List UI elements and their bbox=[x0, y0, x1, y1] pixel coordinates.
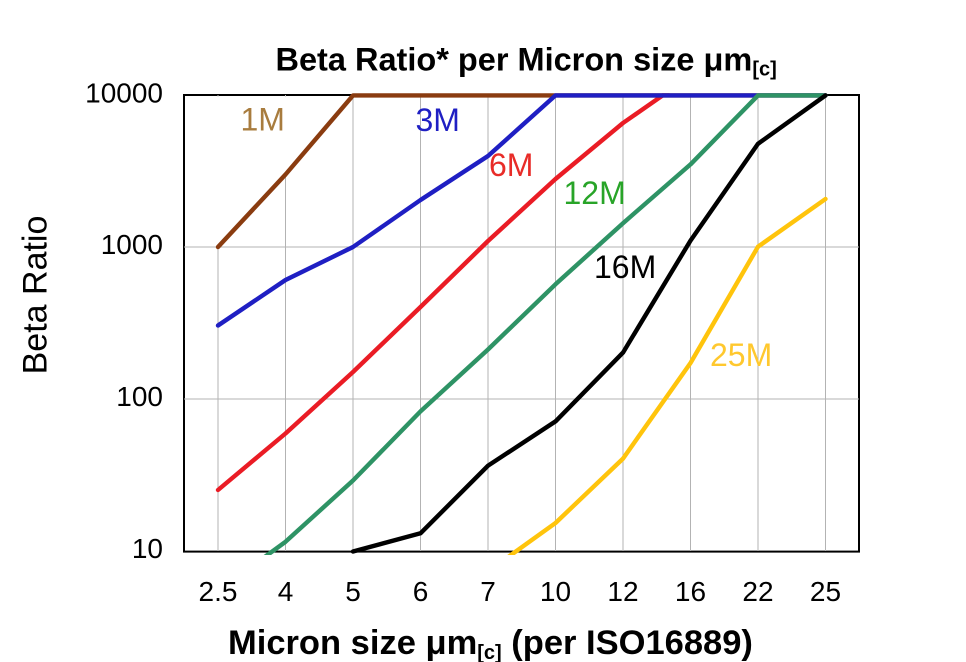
svg-text:6: 6 bbox=[413, 576, 429, 607]
svg-text:3M: 3M bbox=[416, 102, 460, 138]
svg-text:4: 4 bbox=[278, 576, 294, 607]
svg-text:100: 100 bbox=[116, 381, 163, 412]
svg-text:25M: 25M bbox=[710, 337, 772, 373]
svg-text:10000: 10000 bbox=[85, 77, 163, 108]
svg-text:5: 5 bbox=[345, 576, 361, 607]
svg-text:12: 12 bbox=[607, 576, 638, 607]
svg-text:16: 16 bbox=[675, 576, 706, 607]
svg-text:1000: 1000 bbox=[101, 229, 163, 260]
svg-text:10: 10 bbox=[540, 576, 571, 607]
svg-text:Beta Ratio* per Micron size μm: Beta Ratio* per Micron size μm[c] bbox=[276, 42, 777, 81]
svg-text:Beta Ratio: Beta Ratio bbox=[17, 216, 55, 375]
svg-text:22: 22 bbox=[742, 576, 773, 607]
svg-text:10: 10 bbox=[132, 533, 163, 564]
svg-text:25: 25 bbox=[810, 576, 841, 607]
svg-text:7: 7 bbox=[480, 576, 496, 607]
svg-text:12M: 12M bbox=[564, 175, 626, 211]
svg-text:6M: 6M bbox=[489, 147, 533, 183]
svg-text:2.5: 2.5 bbox=[199, 576, 238, 607]
svg-text:1M: 1M bbox=[241, 102, 285, 138]
svg-text:16M: 16M bbox=[594, 249, 656, 285]
